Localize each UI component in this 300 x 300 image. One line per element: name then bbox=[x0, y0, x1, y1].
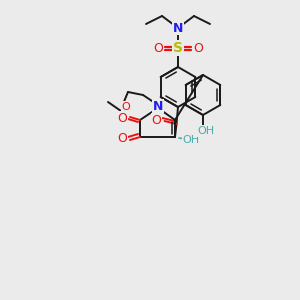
Text: O: O bbox=[152, 113, 161, 127]
Text: OH: OH bbox=[182, 135, 200, 145]
Text: OH: OH bbox=[197, 126, 214, 136]
Text: N: N bbox=[173, 22, 183, 34]
Text: O: O bbox=[122, 102, 130, 112]
Text: O: O bbox=[117, 133, 127, 146]
Text: O: O bbox=[153, 41, 163, 55]
Text: O: O bbox=[193, 41, 203, 55]
Text: O: O bbox=[117, 112, 127, 124]
Text: S: S bbox=[173, 41, 183, 55]
Text: N: N bbox=[153, 100, 163, 112]
